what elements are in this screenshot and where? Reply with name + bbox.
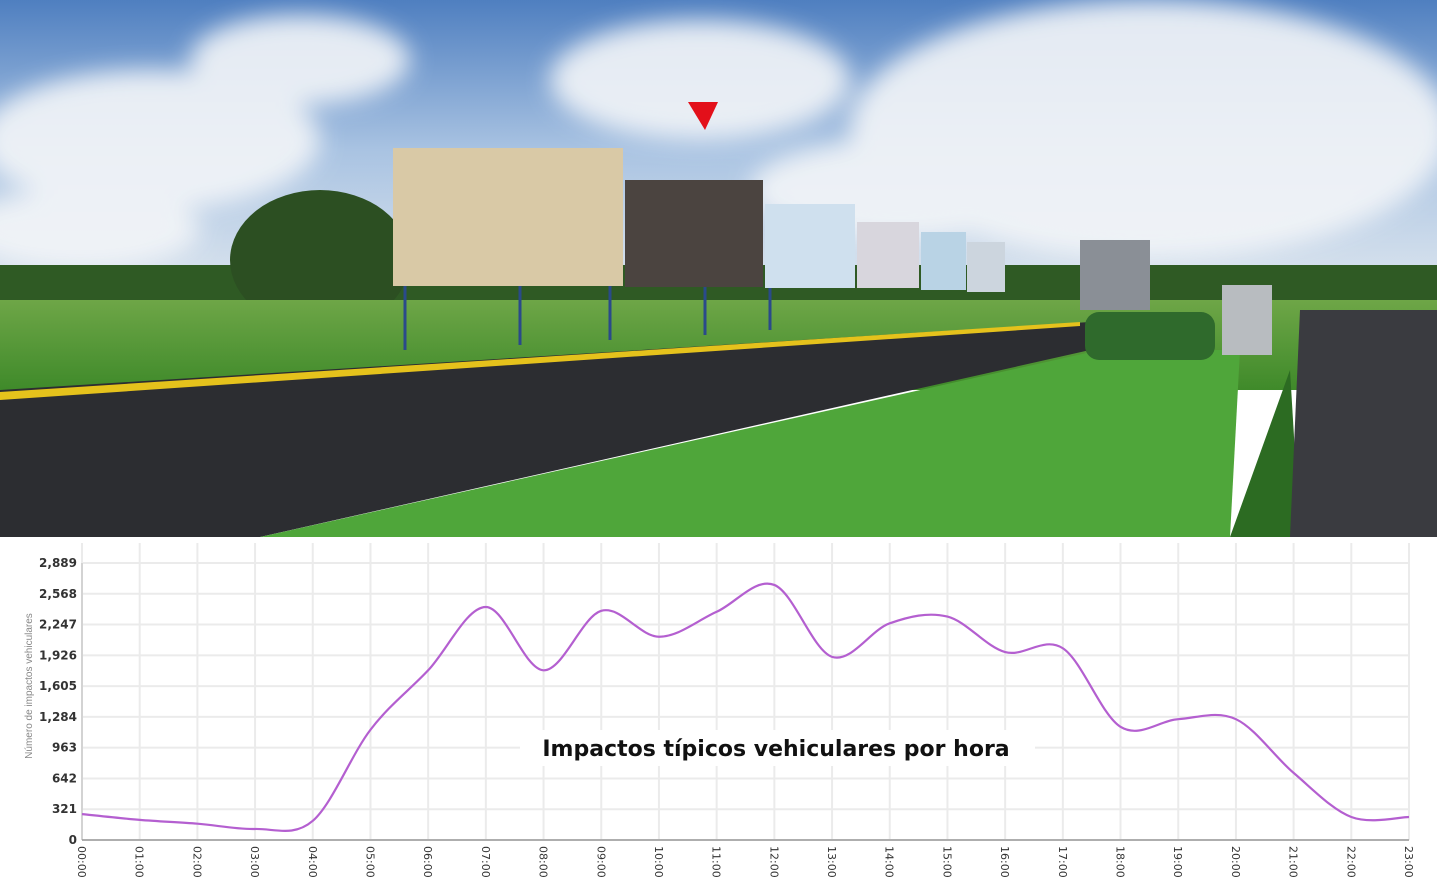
x-tick-label: 10:00 — [652, 846, 665, 878]
x-tick-label: 17:00 — [1056, 846, 1069, 878]
x-axis-ticks: 00:00 01:00 02:00 03:00 04:00 05:00 06:00 07:00… — [75, 846, 1415, 878]
x-tick-label: 15:00 — [940, 846, 953, 878]
side-road — [1290, 310, 1437, 537]
x-tick-label: 06:00 — [421, 846, 434, 878]
y-tick-label: 1,926 — [39, 648, 77, 662]
x-tick-label: 00:00 — [75, 846, 88, 878]
x-tick-label: 14:00 — [883, 846, 896, 878]
y-axis-label: Número de impactos vehiculares — [24, 613, 35, 759]
x-tick-label: 11:00 — [710, 846, 723, 878]
yellow-curb — [0, 322, 1080, 400]
hourly-impacts-chart: 0 321 642 963 1,284 1,605 1,926 2,247 2,568 2,889… — [24, 543, 1415, 878]
x-tick-label: 21:00 — [1287, 846, 1300, 878]
x-tick-label: 18:00 — [1114, 846, 1127, 878]
x-tick-label: 19:00 — [1171, 846, 1184, 878]
y-tick-label: 642 — [52, 771, 77, 785]
x-tick-label: 20:00 — [1229, 846, 1242, 878]
x-tick-label: 01:00 — [133, 846, 146, 878]
y-tick-label: 1,605 — [39, 679, 77, 693]
y-axis-ticks: 0 321 642 963 1,284 1,605 1,926 2,247 2,568 2,889 — [39, 556, 77, 847]
chart-title: Impactos típicos vehiculares por hora — [542, 737, 1009, 762]
x-tick-label: 23:00 — [1402, 846, 1415, 878]
x-tick-label: 08:00 — [537, 846, 550, 878]
billboard-photo — [0, 0, 1437, 537]
x-tick-label: 09:00 — [594, 846, 607, 878]
y-tick-label: 0 — [69, 833, 77, 847]
x-tick-label: 03:00 — [248, 846, 261, 878]
x-tick-label: 22:00 — [1344, 846, 1357, 878]
location-marker-icon — [688, 102, 718, 130]
series-line — [81, 582, 1410, 832]
clouds — [0, 0, 1437, 270]
billboards — [393, 148, 1005, 350]
y-tick-label: 2,889 — [39, 556, 77, 570]
grid — [81, 543, 1410, 841]
y-tick-label: 2,568 — [39, 587, 77, 601]
y-tick-label: 2,247 — [39, 618, 77, 632]
y-tick-label: 321 — [52, 802, 77, 816]
median-grass — [260, 350, 1240, 537]
y-tick-label: 1,284 — [39, 710, 77, 724]
x-tick-label: 07:00 — [479, 846, 492, 878]
x-tick-label: 12:00 — [767, 846, 780, 878]
x-tick-label: 16:00 — [998, 846, 1011, 878]
x-tick-label: 05:00 — [363, 846, 376, 878]
x-tick-label: 02:00 — [190, 846, 203, 878]
x-tick-label: 04:00 — [306, 846, 319, 878]
x-tick-label: 13:00 — [825, 846, 838, 878]
y-tick-label: 963 — [52, 741, 77, 755]
